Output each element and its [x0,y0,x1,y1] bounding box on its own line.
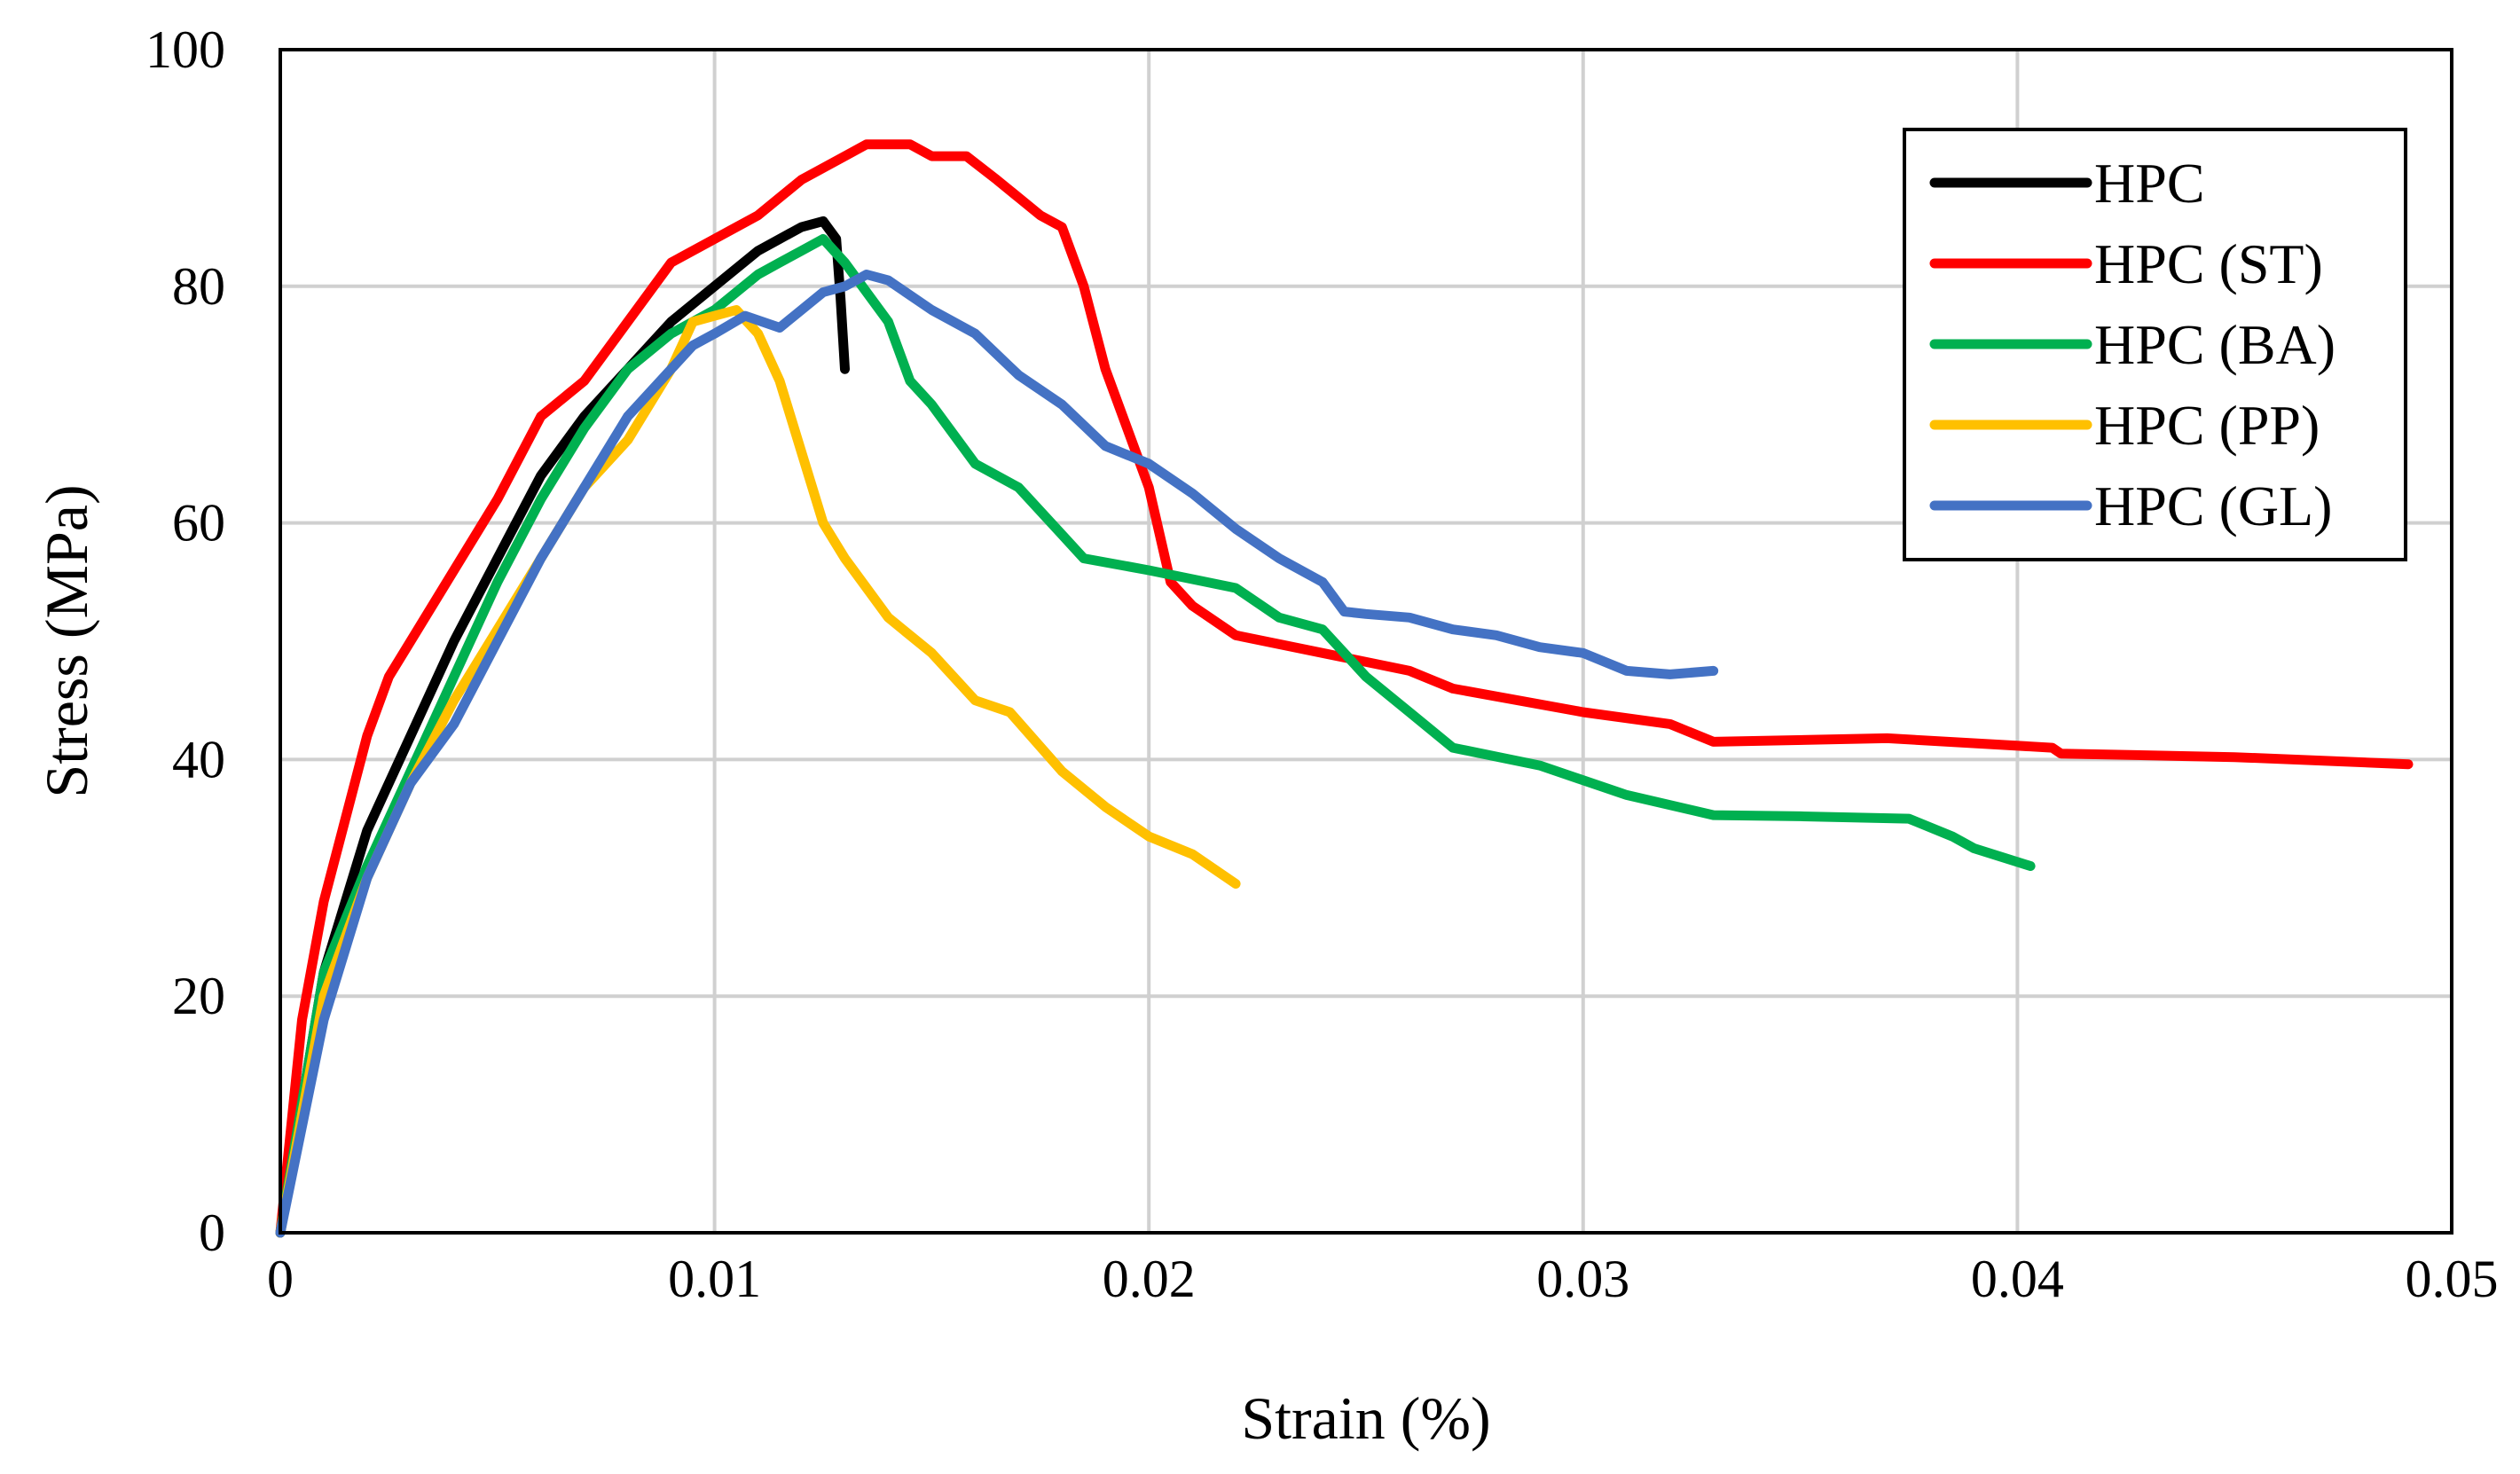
y-tick-label: 0 [199,1204,225,1262]
x-tick-label: 0.03 [1536,1250,1629,1308]
y-tick-label: 20 [172,967,225,1025]
legend: HPC HPC (ST) HPC (BA) HPC (PP) HPC (GL) [1903,128,2407,561]
plot-area-frame [279,48,2453,1235]
data-series [275,139,2414,1238]
x-tick-label: 0.02 [1103,1250,1196,1308]
x-tick-label: 0.01 [668,1250,761,1308]
series-line-hpc-ba [275,233,2036,1238]
legend-label: HPC (PP) [2094,394,2320,457]
legend-label: HPC (BA) [2094,313,2336,376]
x-axis-tick-labels: 0 0.01 0.02 0.03 0.04 0.05 [267,1250,2499,1308]
x-tick-label: 0.05 [2406,1250,2499,1308]
series-line-hpc-st [275,139,2414,1238]
y-tick-label: 80 [172,257,225,316]
x-tick-label: 0 [267,1250,294,1308]
series-line-hpc-pp [275,305,1241,1238]
y-axis-tick-labels: 0 20 40 60 80 100 [145,20,225,1262]
x-axis-title: Strain (%) [1241,1384,1490,1452]
y-axis-title: Stress (MPa) [33,484,100,797]
legend-label: HPC (ST) [2094,232,2323,295]
y-tick-label: 100 [145,20,225,79]
legend-label: HPC (GL) [2094,474,2332,537]
legend-label: HPC [2094,152,2205,215]
y-tick-label: 40 [172,730,225,788]
y-tick-label: 60 [172,494,225,553]
series-line-hpc-gl [275,270,1719,1238]
x-tick-label: 0.04 [1971,1250,2064,1308]
